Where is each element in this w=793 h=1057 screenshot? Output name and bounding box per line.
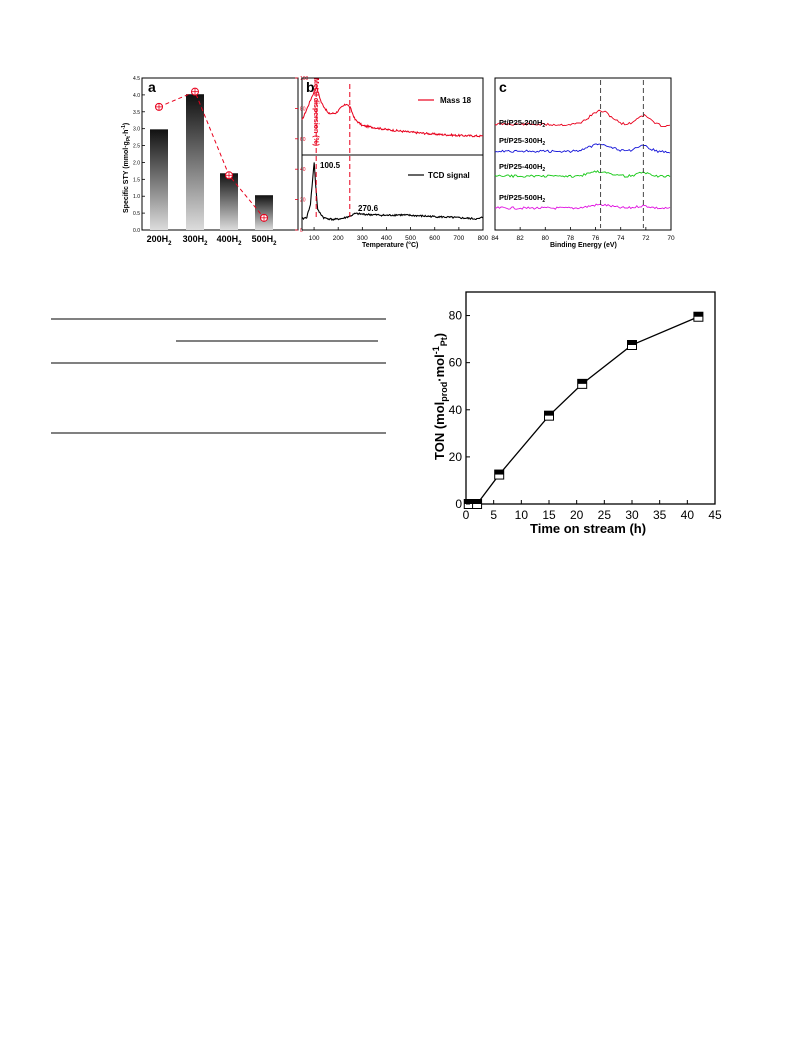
panel-b-label: b xyxy=(306,79,315,95)
xps-line xyxy=(494,203,671,210)
dispersion-point xyxy=(155,102,163,111)
table-rules xyxy=(51,318,386,434)
x-tick-label: 300H2 xyxy=(183,234,209,247)
panel-ton: 0 5 10 15 20 25 30 35 40 45 0 20 40 60 80 Time on str… xyxy=(431,291,722,536)
y-tick-label: 3.0 xyxy=(133,127,140,133)
y-tick-label: 0.5 xyxy=(133,211,140,217)
x-tick-label: 500H2 xyxy=(252,234,278,247)
panel-ton-ylabel: TON (molprod·mol-1Pt) xyxy=(431,333,449,460)
series-label: Pt/P25-300H2 xyxy=(499,136,545,147)
ton-point xyxy=(544,410,554,421)
bar-500H xyxy=(255,195,273,230)
y-right-tick-label: 80 xyxy=(300,106,306,112)
y-tick-label: 3.5 xyxy=(133,110,140,116)
y-tick-label: 0.0 xyxy=(133,228,140,234)
dispersion-line xyxy=(158,91,265,219)
panel-b-xlabel: Temperature (°C) xyxy=(362,241,418,249)
y-tick-label: 20 xyxy=(449,450,463,464)
panel-b-frame xyxy=(301,77,484,231)
x-tick-label: 20 xyxy=(570,508,584,522)
panel-a-label: a xyxy=(148,79,156,95)
y-tick-label: 1.0 xyxy=(133,194,140,200)
tcd-line xyxy=(301,162,484,221)
y-tick-label: 4.5 xyxy=(133,76,140,82)
series-label: Pt/P25-500H2 xyxy=(499,193,545,204)
series-label: Pt/P25-200H2 xyxy=(499,118,545,129)
panel-c-xlabel: Binding Energy (eV) xyxy=(550,242,617,249)
x-tick-label: 100 xyxy=(309,235,320,242)
x-tick-label: 0 xyxy=(463,508,470,522)
panel-a: a 0.0 0.5 1.0 1.5 2.0 2.5 3.0 3.5 4.0 4.5 0 20 40 60… xyxy=(121,76,319,247)
panel-c-label: c xyxy=(499,79,507,95)
legend-label-mass18: Mass 18 xyxy=(440,96,472,105)
x-tick-label: 45 xyxy=(708,508,722,522)
panel-c: c 84 82 80 78 76 74 72 70 Pt/P25-200H2 Pt/P25-30… xyxy=(491,77,675,249)
ton-point xyxy=(627,340,637,350)
y-tick-label: 2.0 xyxy=(133,160,140,166)
panel-a-ylabel: Specific STY (mmol·gPt·h-1) xyxy=(121,123,132,213)
ton-point xyxy=(693,311,704,322)
ton-point xyxy=(577,378,588,389)
x-tick-label: 15 xyxy=(542,508,556,522)
x-tick-label: 400H2 xyxy=(217,234,243,247)
x-tick-label: 10 xyxy=(515,508,529,522)
x-tick-label: 80 xyxy=(542,235,550,242)
x-tick-label: 84 xyxy=(491,235,499,242)
x-tick-label: 76 xyxy=(592,235,600,242)
x-tick-label: 400 xyxy=(381,235,392,242)
y-right-tick-label: 40 xyxy=(300,167,306,173)
panel-ton-frame xyxy=(465,291,716,505)
bar-300H xyxy=(186,94,204,230)
series-label: Pt/P25-400H2 xyxy=(499,162,545,173)
x-tick-label: 72 xyxy=(642,235,650,242)
ton-point xyxy=(472,499,483,509)
xps-line xyxy=(494,143,671,154)
x-tick-label: 70 xyxy=(667,235,675,242)
dispersion-point xyxy=(225,171,233,180)
x-tick-label: 500 xyxy=(405,235,416,242)
bar-200H xyxy=(150,129,168,230)
annotation-100-5: 100.5 xyxy=(320,161,341,170)
bar-400H xyxy=(220,173,238,230)
y-right-tick-label: 100 xyxy=(300,76,309,82)
mass18-line xyxy=(301,86,484,138)
y-right-tick-label: 60 xyxy=(300,137,306,143)
panel-b: b 100 200 300 400 500 600 700 800 Mass 18 TCD s… xyxy=(301,77,489,249)
legend-label-tcd: TCD signal xyxy=(428,171,470,180)
panel-ton-xlabel: Time on stream (h) xyxy=(530,521,646,536)
y-right-tick-label: 20 xyxy=(300,198,306,204)
y-tick-label: 80 xyxy=(449,309,463,323)
dispersion-point xyxy=(260,213,268,222)
ton-point xyxy=(494,469,505,480)
panel-c-frame xyxy=(494,77,672,231)
panel-a-ylabel-right: Metal dispersion (%) xyxy=(312,78,319,146)
y-tick-label: 4.0 xyxy=(133,93,140,99)
x-tick-label: 200H2 xyxy=(147,234,173,247)
x-tick-label: 30 xyxy=(625,508,639,522)
dispersion-point xyxy=(191,87,199,96)
xps-line xyxy=(494,170,671,179)
y-tick-label: 0 xyxy=(455,497,462,511)
x-tick-label: 700 xyxy=(453,235,464,242)
y-tick-label: 60 xyxy=(449,356,463,370)
x-tick-label: 300 xyxy=(357,235,368,242)
x-tick-label: 40 xyxy=(681,508,695,522)
xps-line xyxy=(494,109,671,127)
y-tick-label: 40 xyxy=(449,403,463,417)
x-tick-label: 35 xyxy=(653,508,667,522)
x-tick-label: 800 xyxy=(478,235,489,242)
x-tick-label: 600 xyxy=(429,235,440,242)
y-right-tick-label: 0 xyxy=(300,228,303,234)
x-tick-label: 78 xyxy=(567,235,575,242)
x-tick-label: 5 xyxy=(490,508,497,522)
x-tick-label: 200 xyxy=(333,235,344,242)
x-tick-label: 25 xyxy=(598,508,612,522)
x-tick-label: 82 xyxy=(517,235,525,242)
y-tick-label: 1.5 xyxy=(133,177,140,183)
annotation-270-6: 270.6 xyxy=(358,204,379,213)
x-tick-label: 74 xyxy=(617,235,625,242)
y-tick-label: 2.5 xyxy=(133,144,140,150)
